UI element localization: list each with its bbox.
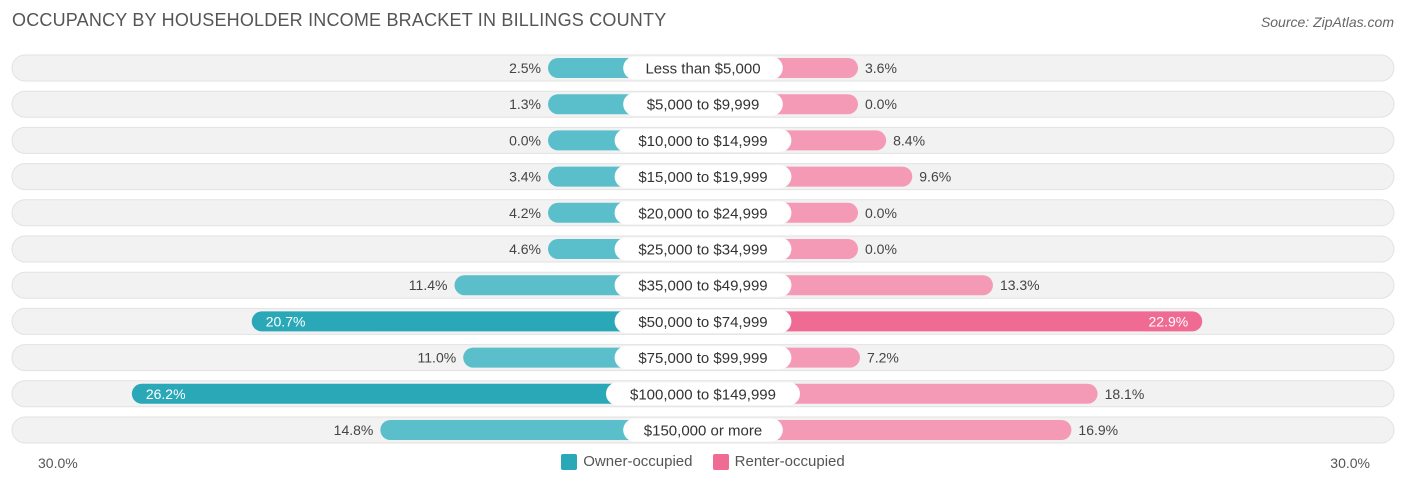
category-pill [623, 92, 783, 116]
chart-title: OCCUPANCY BY HOUSEHOLDER INCOME BRACKET … [12, 10, 667, 30]
legend-label-renter: Renter-occupied [734, 453, 845, 470]
legend-item-owner[interactable]: Owner-occupied [561, 453, 692, 470]
category-pill [614, 128, 792, 152]
category-label: Less than $5,000 [645, 61, 760, 78]
category-label: $35,000 to $49,999 [638, 278, 767, 295]
owner-value-label: 14.8% [334, 422, 374, 438]
legend-item-renter[interactable]: Renter-occupied [712, 453, 845, 470]
source-label: Source: ZipAtlas.com [1260, 14, 1394, 30]
renter-value-label: 18.1% [1105, 386, 1145, 402]
category-pill [614, 273, 792, 297]
category-pill [614, 165, 792, 189]
owner-value-label: 3.4% [509, 169, 541, 185]
renter-value-label: 0.0% [865, 241, 897, 257]
owner-value-label: 20.7% [266, 313, 306, 329]
category-label: $150,000 or more [644, 423, 762, 440]
category-label: $10,000 to $14,999 [638, 133, 767, 150]
axis-label-right: 30.0% [1330, 455, 1370, 471]
category-pill [623, 56, 783, 80]
renter-value-label: 16.9% [1078, 422, 1118, 438]
renter-value-label: 0.0% [865, 205, 897, 221]
owner-value-label: 11.4% [409, 277, 448, 293]
legend-label-owner: Owner-occupied [583, 453, 693, 470]
category-label: $50,000 to $74,999 [638, 314, 767, 331]
category-label: $5,000 to $9,999 [647, 97, 760, 114]
category-label: $75,000 to $99,999 [638, 350, 767, 367]
owner-bar [380, 420, 703, 440]
category-label: $15,000 to $19,999 [638, 169, 767, 186]
axis-label-left: 30.0% [38, 455, 78, 471]
category-pill [623, 418, 783, 442]
category-label: $25,000 to $34,999 [638, 242, 767, 259]
category-label: $20,000 to $24,999 [638, 205, 767, 222]
owner-value-label: 4.2% [509, 205, 541, 221]
renter-value-label: 0.0% [865, 96, 897, 112]
owner-value-label: 1.3% [509, 96, 541, 112]
renter-value-label: 8.4% [893, 132, 925, 148]
category-pill [606, 382, 800, 406]
renter-bar [703, 420, 1072, 440]
category-pill [614, 237, 792, 261]
category-pill [614, 309, 792, 333]
owner-value-label: 2.5% [509, 60, 541, 76]
renter-value-label: 7.2% [867, 350, 899, 366]
owner-value-label: 11.0% [418, 350, 457, 366]
renter-value-label: 22.9% [1149, 313, 1189, 329]
renter-value-label: 13.3% [1000, 277, 1040, 293]
legend-swatch-owner [561, 453, 578, 470]
owner-bar [131, 383, 704, 404]
renter-bar [703, 383, 1098, 404]
owner-value-label: 0.0% [509, 132, 541, 148]
renter-value-label: 3.6% [865, 60, 897, 76]
owner-value-label: 26.2% [146, 386, 186, 402]
owner-value-label: 4.6% [509, 241, 541, 257]
legend-swatch-renter [712, 453, 729, 470]
category-pill [614, 201, 792, 225]
renter-value-label: 9.6% [919, 169, 951, 185]
renter-bar [703, 311, 1203, 332]
category-label: $100,000 to $149,999 [630, 386, 776, 403]
category-pill [614, 346, 792, 370]
legend: Owner-occupied Renter-occupied [0, 453, 1406, 474]
owner-bar [251, 311, 704, 332]
